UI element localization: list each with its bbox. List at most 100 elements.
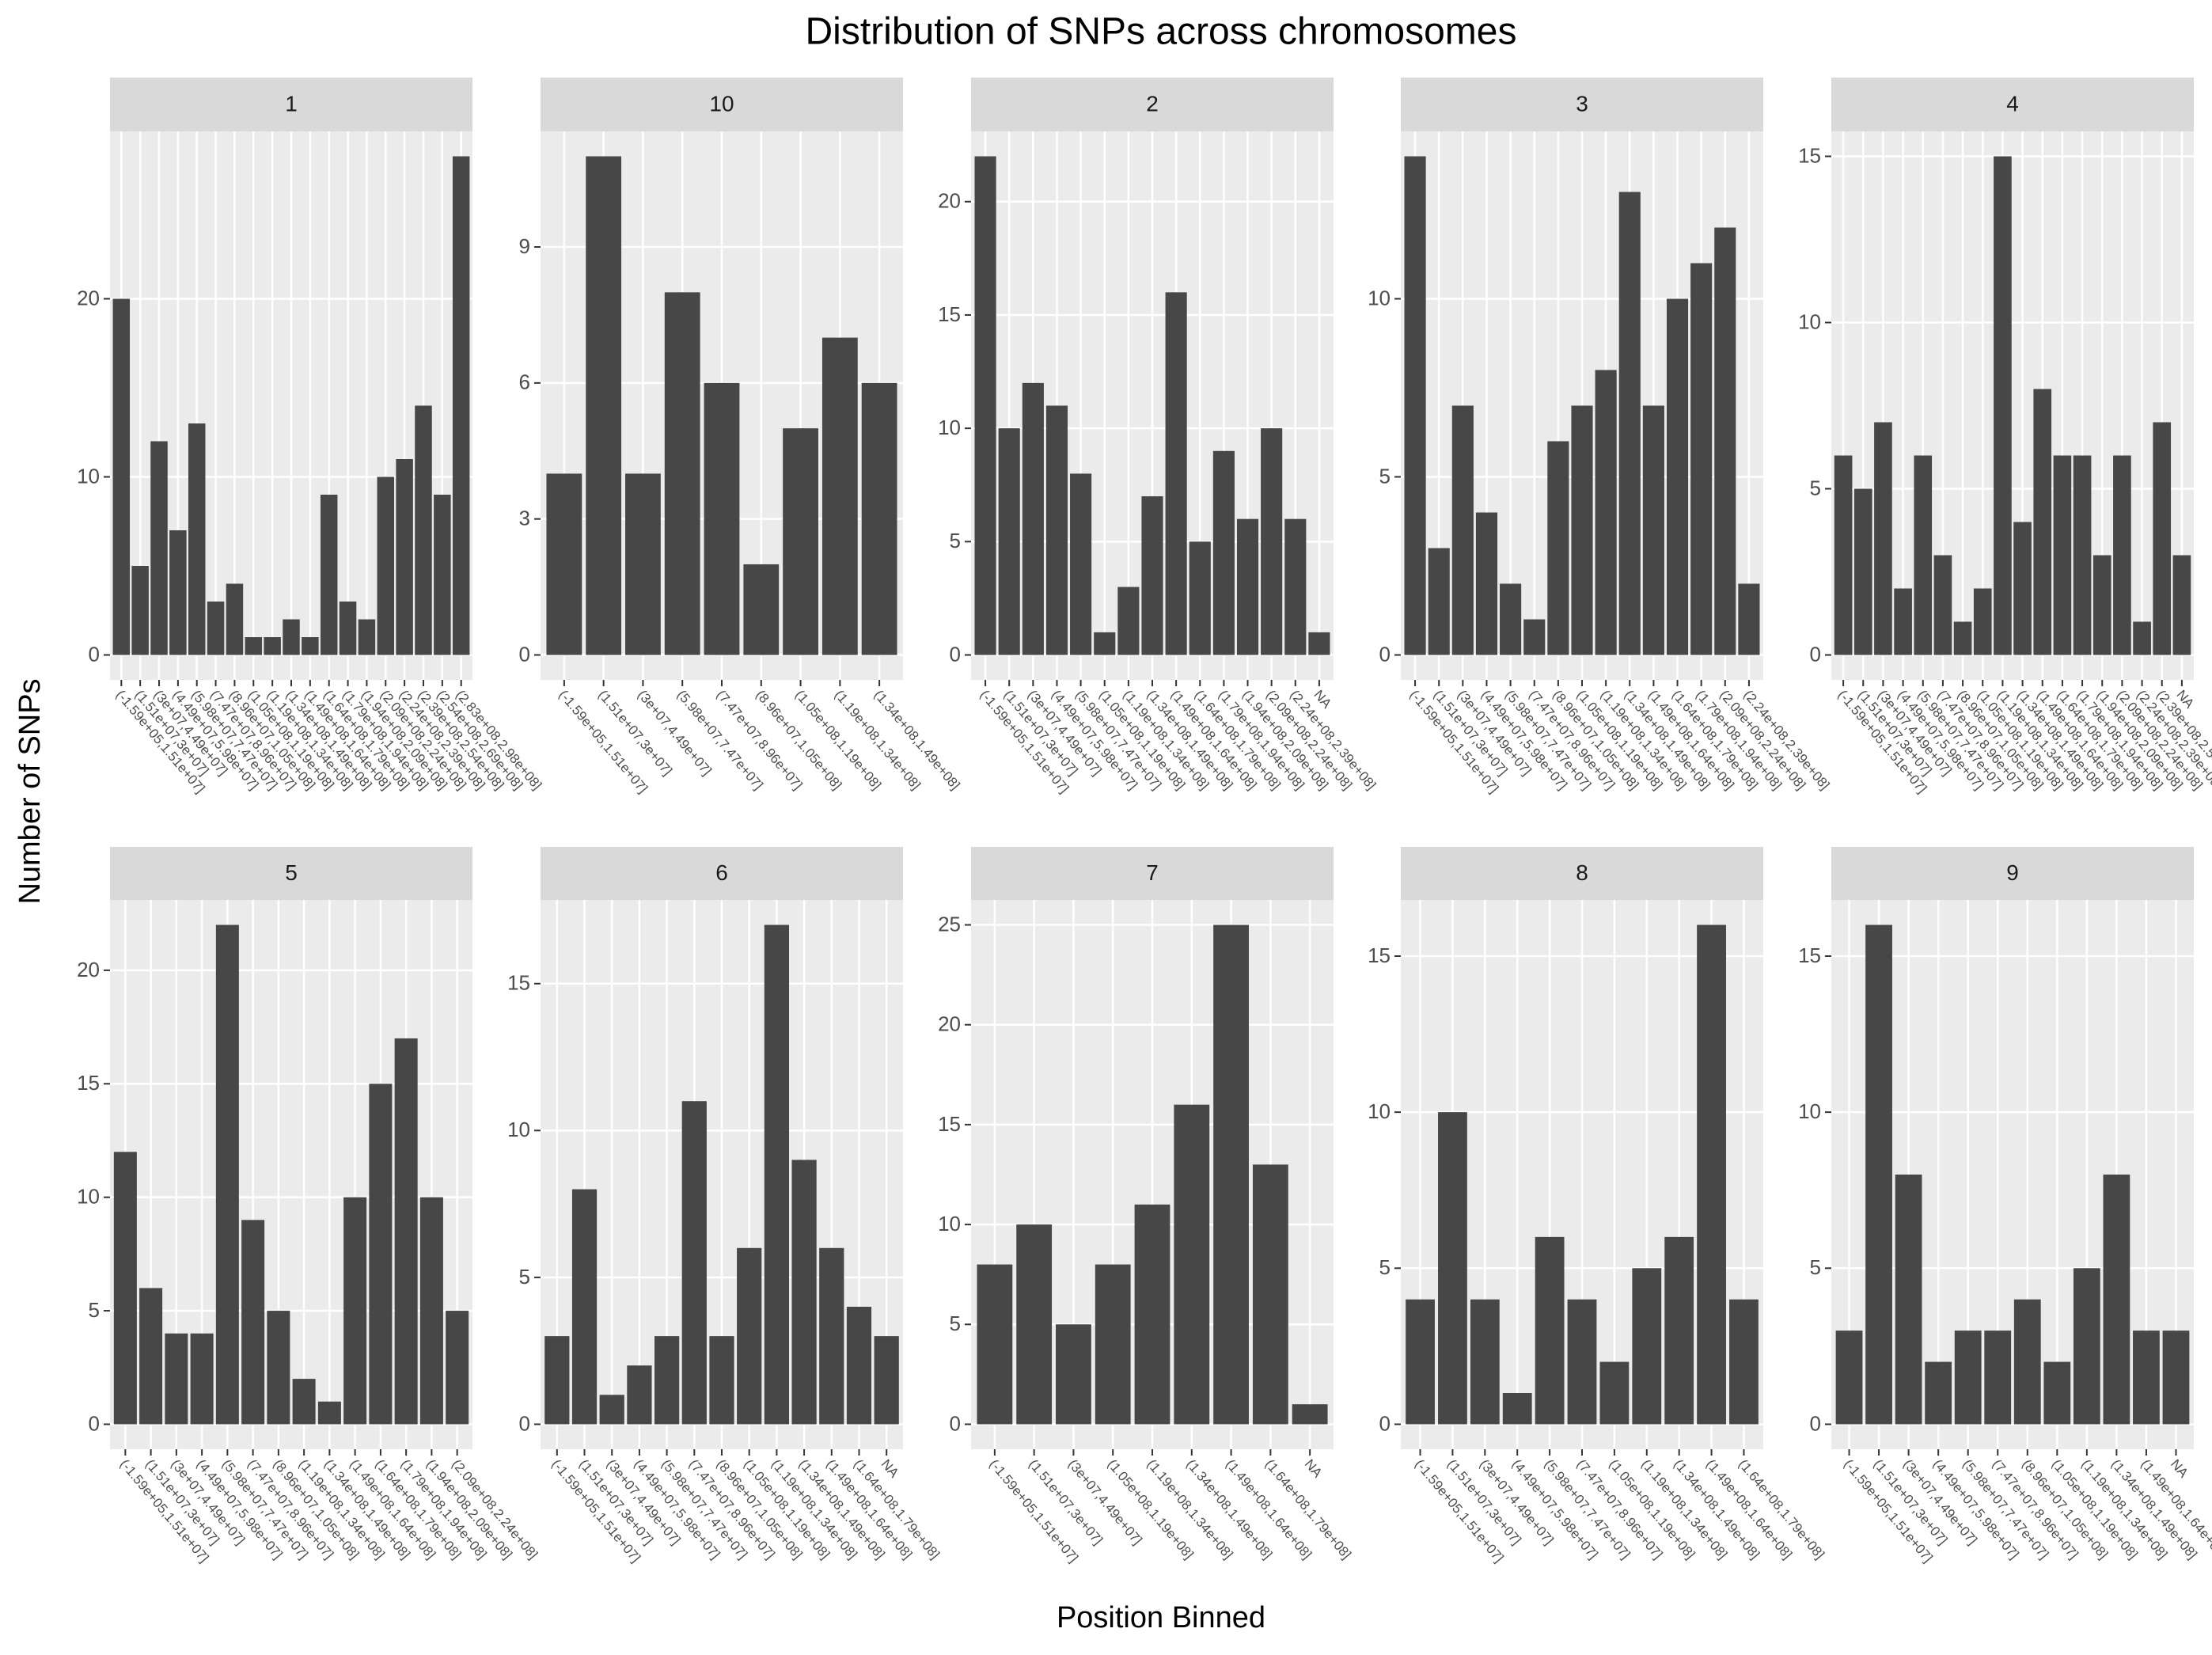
strip [110, 78, 472, 131]
bar [1954, 1330, 1982, 1425]
bar [1189, 541, 1211, 655]
bar [343, 1197, 367, 1425]
y-tick-label: 5 [950, 529, 961, 552]
bar [1500, 583, 1522, 655]
strip-label: 2 [1146, 91, 1159, 116]
bar [1994, 156, 2012, 655]
bar [791, 1160, 817, 1425]
bar [1874, 422, 1892, 655]
bar [377, 476, 395, 655]
bar [2113, 455, 2131, 655]
bar [1632, 1268, 1662, 1425]
bar [1834, 455, 1853, 655]
bar [743, 564, 780, 655]
bar [1664, 1236, 1694, 1425]
bar [358, 619, 376, 655]
bar [226, 583, 244, 655]
bar [1595, 370, 1617, 655]
bar [2162, 1330, 2190, 1425]
bar [1571, 405, 1593, 655]
y-tick-label: 0 [519, 642, 530, 666]
bar [215, 924, 239, 1425]
strip-label: 3 [1576, 91, 1588, 116]
bar [586, 156, 622, 655]
bar [1134, 1204, 1171, 1425]
bar [1502, 1393, 1532, 1425]
y-tick-label: 10 [938, 1212, 961, 1236]
strip-label: 8 [1576, 860, 1588, 885]
y-tick-label: 5 [519, 1265, 530, 1289]
bar [241, 1220, 265, 1425]
bar [821, 337, 858, 655]
bar [317, 1401, 341, 1425]
bar [415, 405, 432, 655]
bar [599, 1395, 624, 1425]
bar [704, 382, 740, 655]
bar [1714, 227, 1736, 655]
bar [1729, 1299, 1759, 1425]
bar [625, 473, 661, 655]
bar [245, 637, 263, 655]
bar [1212, 450, 1235, 655]
bar [709, 1336, 734, 1425]
bar [2133, 621, 2151, 655]
bar [1894, 588, 1912, 655]
y-tick-label: 0 [1379, 1411, 1391, 1435]
bar [369, 1084, 393, 1425]
y-tick-label: 5 [1379, 464, 1391, 488]
bar [2073, 455, 2092, 655]
bar [1925, 1361, 1952, 1425]
bar [1697, 924, 1726, 1425]
bar [1451, 405, 1474, 655]
bar [846, 1307, 872, 1425]
bar [998, 428, 1020, 655]
strip-label: 6 [715, 860, 728, 885]
bar [292, 1379, 316, 1425]
y-axis-title: Number of SNPs [13, 678, 47, 904]
y-tick-label: 5 [1379, 1255, 1391, 1279]
bar [1547, 441, 1569, 655]
y-tick-label: 15 [938, 1112, 961, 1136]
bar [1523, 619, 1546, 655]
bar [1045, 405, 1068, 655]
bar [1933, 555, 1952, 655]
bar [1690, 263, 1713, 655]
bar [874, 1336, 899, 1425]
bar [1865, 924, 1892, 1425]
bar [190, 1333, 214, 1425]
bar [2092, 555, 2111, 655]
bar [302, 637, 319, 655]
bar [264, 637, 281, 655]
y-tick-label: 0 [89, 1411, 100, 1435]
bar [113, 1152, 137, 1425]
bar [1984, 1330, 2012, 1425]
bar [737, 1247, 762, 1425]
bar [1438, 1112, 1467, 1425]
y-tick-label: 20 [77, 286, 100, 309]
y-tick-label: 0 [89, 642, 100, 666]
y-tick-label: 25 [938, 912, 961, 936]
bar [1470, 1299, 1500, 1425]
y-tick-label: 9 [519, 234, 530, 258]
y-tick-label: 20 [938, 189, 961, 213]
bar [1406, 1299, 1435, 1425]
bar [681, 1101, 707, 1425]
y-tick-label: 10 [938, 416, 961, 439]
bar [150, 441, 168, 655]
bar [139, 1288, 163, 1425]
bar [1895, 1175, 1922, 1425]
bar [1308, 632, 1330, 655]
y-tick-label: 15 [938, 302, 961, 326]
bar [419, 1197, 443, 1425]
bar [207, 602, 225, 655]
bar [339, 602, 357, 655]
bar [1236, 518, 1259, 655]
y-tick-label: 0 [1810, 1411, 1821, 1435]
strip [110, 847, 472, 900]
bar [764, 924, 790, 1425]
panel [110, 900, 472, 1449]
y-tick-label: 0 [950, 1411, 961, 1435]
bar [2013, 1299, 2041, 1425]
strip [1831, 78, 2194, 131]
